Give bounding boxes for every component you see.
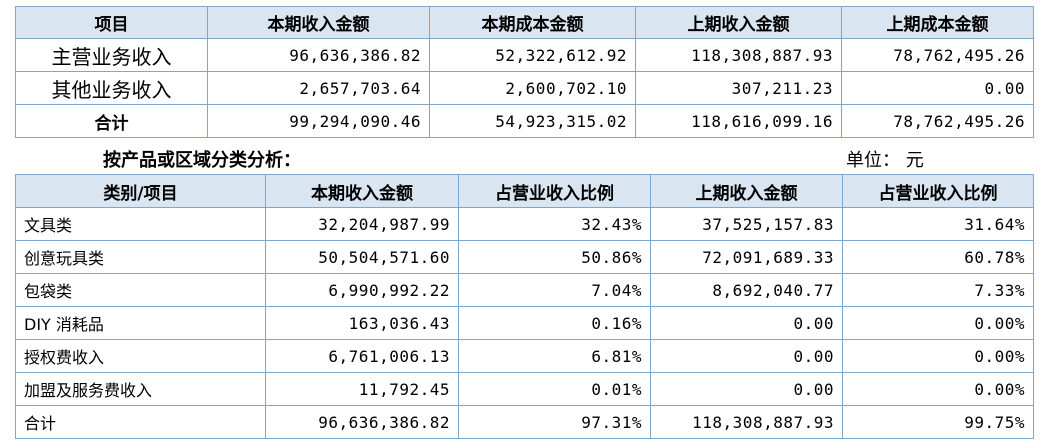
- cell-value: 37,525,157.83: [650, 207, 843, 241]
- cell-value: 72,091,689.33: [650, 240, 843, 274]
- row-label: 其他业务收入: [15, 71, 208, 105]
- cell-value: 2,600,702.10: [429, 71, 636, 105]
- cell-value: 7.04%: [458, 273, 651, 307]
- cell-value: 50.86%: [458, 240, 651, 274]
- column-header: 占营业收入比例: [458, 174, 651, 208]
- column-header: 本期成本金额: [429, 6, 636, 39]
- cell-value: 0.00: [650, 339, 843, 373]
- column-header: 上期收入金额: [650, 174, 843, 208]
- column-header: 本期收入金额: [207, 6, 430, 39]
- table-row: 其他业务收入 2,657,703.64 2,600,702.10 307,211…: [15, 71, 1034, 105]
- cell-value: 0.00%: [842, 372, 1034, 406]
- column-header: 本期收入金额: [265, 174, 459, 208]
- cell-value: 99,294,090.46: [207, 104, 430, 138]
- row-label: 合计: [15, 405, 266, 439]
- row-label: 创意玩具类: [15, 240, 266, 274]
- row-label: 包袋类: [15, 273, 266, 307]
- cell-value: 32.43%: [458, 207, 651, 241]
- cell-value: 78,762,495.26: [841, 38, 1034, 72]
- cell-value: 6.81%: [458, 339, 651, 373]
- cell-value: 8,692,040.77: [650, 273, 843, 307]
- cell-value: 97.31%: [458, 405, 651, 439]
- table-row: 授权费收入 6,761,006.13 6.81% 0.00 0.00%: [15, 339, 1034, 373]
- cell-value: 54,923,315.02: [429, 104, 636, 138]
- cell-value: 163,036.43: [265, 306, 459, 340]
- cell-value: 0.16%: [458, 306, 651, 340]
- row-label: 主营业务收入: [15, 38, 208, 72]
- cell-value: 6,761,006.13: [265, 339, 459, 373]
- row-label: 授权费收入: [15, 339, 266, 373]
- unit-label: 单位： 元: [846, 150, 924, 171]
- table-row: 主营业务收入 96,636,386.82 52,322,612.92 118,3…: [15, 38, 1034, 72]
- cell-value: 78,762,495.26: [841, 104, 1034, 138]
- column-header: 类别/项目: [15, 174, 266, 208]
- cell-value: 99.75%: [842, 405, 1034, 439]
- cell-value: 118,616,099.16: [635, 104, 842, 138]
- cell-value: 118,308,887.93: [650, 405, 843, 439]
- column-header: 占营业收入比例: [842, 174, 1034, 208]
- cell-value: 96,636,386.82: [265, 405, 459, 439]
- column-header: 上期成本金额: [841, 6, 1034, 39]
- table-total-row: 合计 96,636,386.82 97.31% 118,308,887.93 9…: [15, 405, 1034, 439]
- row-label: 加盟及服务费收入: [15, 372, 266, 406]
- table-row: 创意玩具类 50,504,571.60 50.86% 72,091,689.33…: [15, 240, 1034, 274]
- cell-value: 0.00: [841, 71, 1034, 105]
- cell-value: 0.00%: [842, 339, 1034, 373]
- row-label: 文具类: [15, 207, 266, 241]
- cell-value: 31.64%: [842, 207, 1034, 241]
- table-row: 包袋类 6,990,992.22 7.04% 8,692,040.77 7.33…: [15, 273, 1034, 307]
- cell-value: 2,657,703.64: [207, 71, 430, 105]
- cell-value: 60.78%: [842, 240, 1034, 274]
- cell-value: 96,636,386.82: [207, 38, 430, 72]
- cell-value: 0.00: [650, 306, 843, 340]
- income-cost-table: 项目 本期收入金额 本期成本金额 上期收入金额 上期成本金额 主营业务收入 96…: [15, 6, 1034, 138]
- row-label: 合计: [15, 104, 208, 138]
- product-category-table: 类别/项目 本期收入金额 占营业收入比例 上期收入金额 占营业收入比例 文具类 …: [15, 174, 1034, 439]
- column-header: 上期收入金额: [635, 6, 842, 39]
- cell-value: 52,322,612.92: [429, 38, 636, 72]
- row-label: DIY 消耗品: [15, 306, 266, 340]
- section-title: 按产品或区域分类分析：: [103, 150, 301, 171]
- cell-value: 0.00%: [842, 306, 1034, 340]
- cell-value: 6,990,992.22: [265, 273, 459, 307]
- cell-value: 11,792.45: [265, 372, 459, 406]
- table-total-row: 合计 99,294,090.46 54,923,315.02 118,616,0…: [15, 104, 1034, 138]
- cell-value: 0.00: [650, 372, 843, 406]
- table-row: 文具类 32,204,987.99 32.43% 37,525,157.83 3…: [15, 207, 1034, 241]
- cell-value: 0.01%: [458, 372, 651, 406]
- cell-value: 307,211.23: [635, 71, 842, 105]
- cell-value: 7.33%: [842, 273, 1034, 307]
- column-header: 项目: [15, 6, 208, 39]
- cell-value: 50,504,571.60: [265, 240, 459, 274]
- table-header-row: 类别/项目 本期收入金额 占营业收入比例 上期收入金额 占营业收入比例: [15, 174, 1034, 208]
- table-row: 加盟及服务费收入 11,792.45 0.01% 0.00 0.00%: [15, 372, 1034, 406]
- table-header-row: 项目 本期收入金额 本期成本金额 上期收入金额 上期成本金额: [15, 6, 1034, 39]
- cell-value: 32,204,987.99: [265, 207, 459, 241]
- cell-value: 118,308,887.93: [635, 38, 842, 72]
- table-row: DIY 消耗品 163,036.43 0.16% 0.00 0.00%: [15, 306, 1034, 340]
